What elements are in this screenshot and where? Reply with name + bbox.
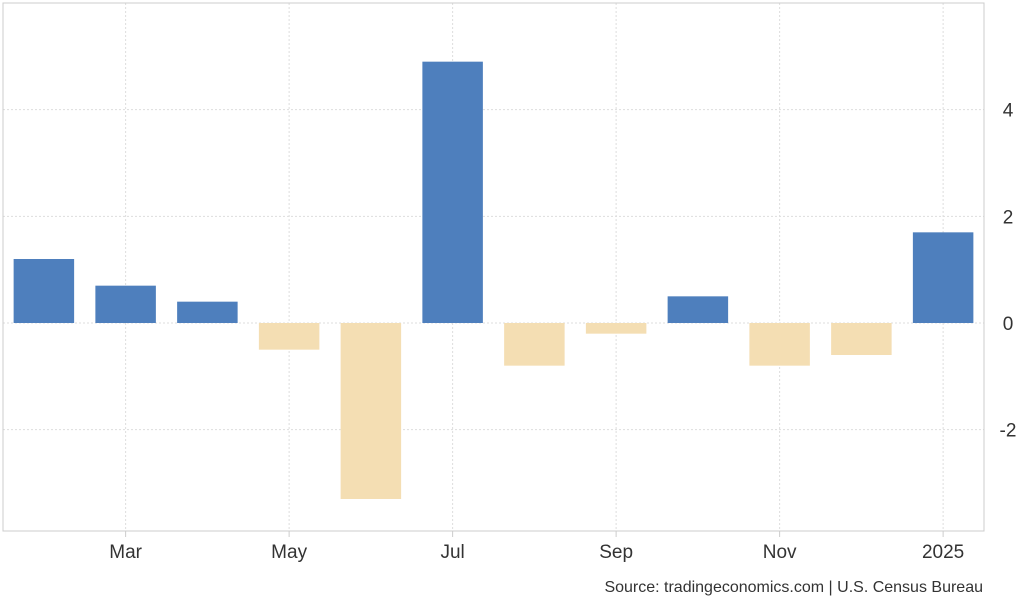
bars xyxy=(13,61,974,499)
bar-aug-2024 xyxy=(504,323,565,366)
x-tick-label: 2025 xyxy=(922,542,964,563)
bar-mar-2024 xyxy=(95,285,156,323)
bar-feb-2024 xyxy=(13,259,75,323)
axes xyxy=(2,2,985,537)
y-tick-label: 0 xyxy=(1003,314,1014,335)
source-label: Source: tradingeconomics.com | U.S. Cens… xyxy=(604,579,983,596)
bar-apr-2024 xyxy=(177,301,238,323)
bar-jan-2025 xyxy=(912,232,974,323)
x-tick-label: Jul xyxy=(440,542,464,563)
bar-dec-2024 xyxy=(831,323,892,355)
plot-border xyxy=(2,2,985,532)
bar-jul-2024 xyxy=(422,61,483,324)
x-tick-label: May xyxy=(271,542,307,563)
bar-sep-2024 xyxy=(585,323,647,334)
tick-labels: 4 2 0 -2 Mar May Jul Sep Nov 2025 xyxy=(109,101,1016,563)
grid xyxy=(3,3,984,531)
x-tick-label: Mar xyxy=(109,542,142,563)
x-tick-label: Nov xyxy=(763,542,797,563)
bar-may-2024 xyxy=(258,323,320,350)
y-tick-label: 2 xyxy=(1003,207,1014,228)
y-tick-label: -2 xyxy=(1000,421,1017,442)
bar-oct-2024 xyxy=(667,296,729,323)
bar-jun-2024 xyxy=(340,323,402,499)
bar-nov-2024 xyxy=(749,323,810,366)
x-tick-label: Sep xyxy=(599,542,633,563)
y-tick-label: 4 xyxy=(1003,101,1014,122)
